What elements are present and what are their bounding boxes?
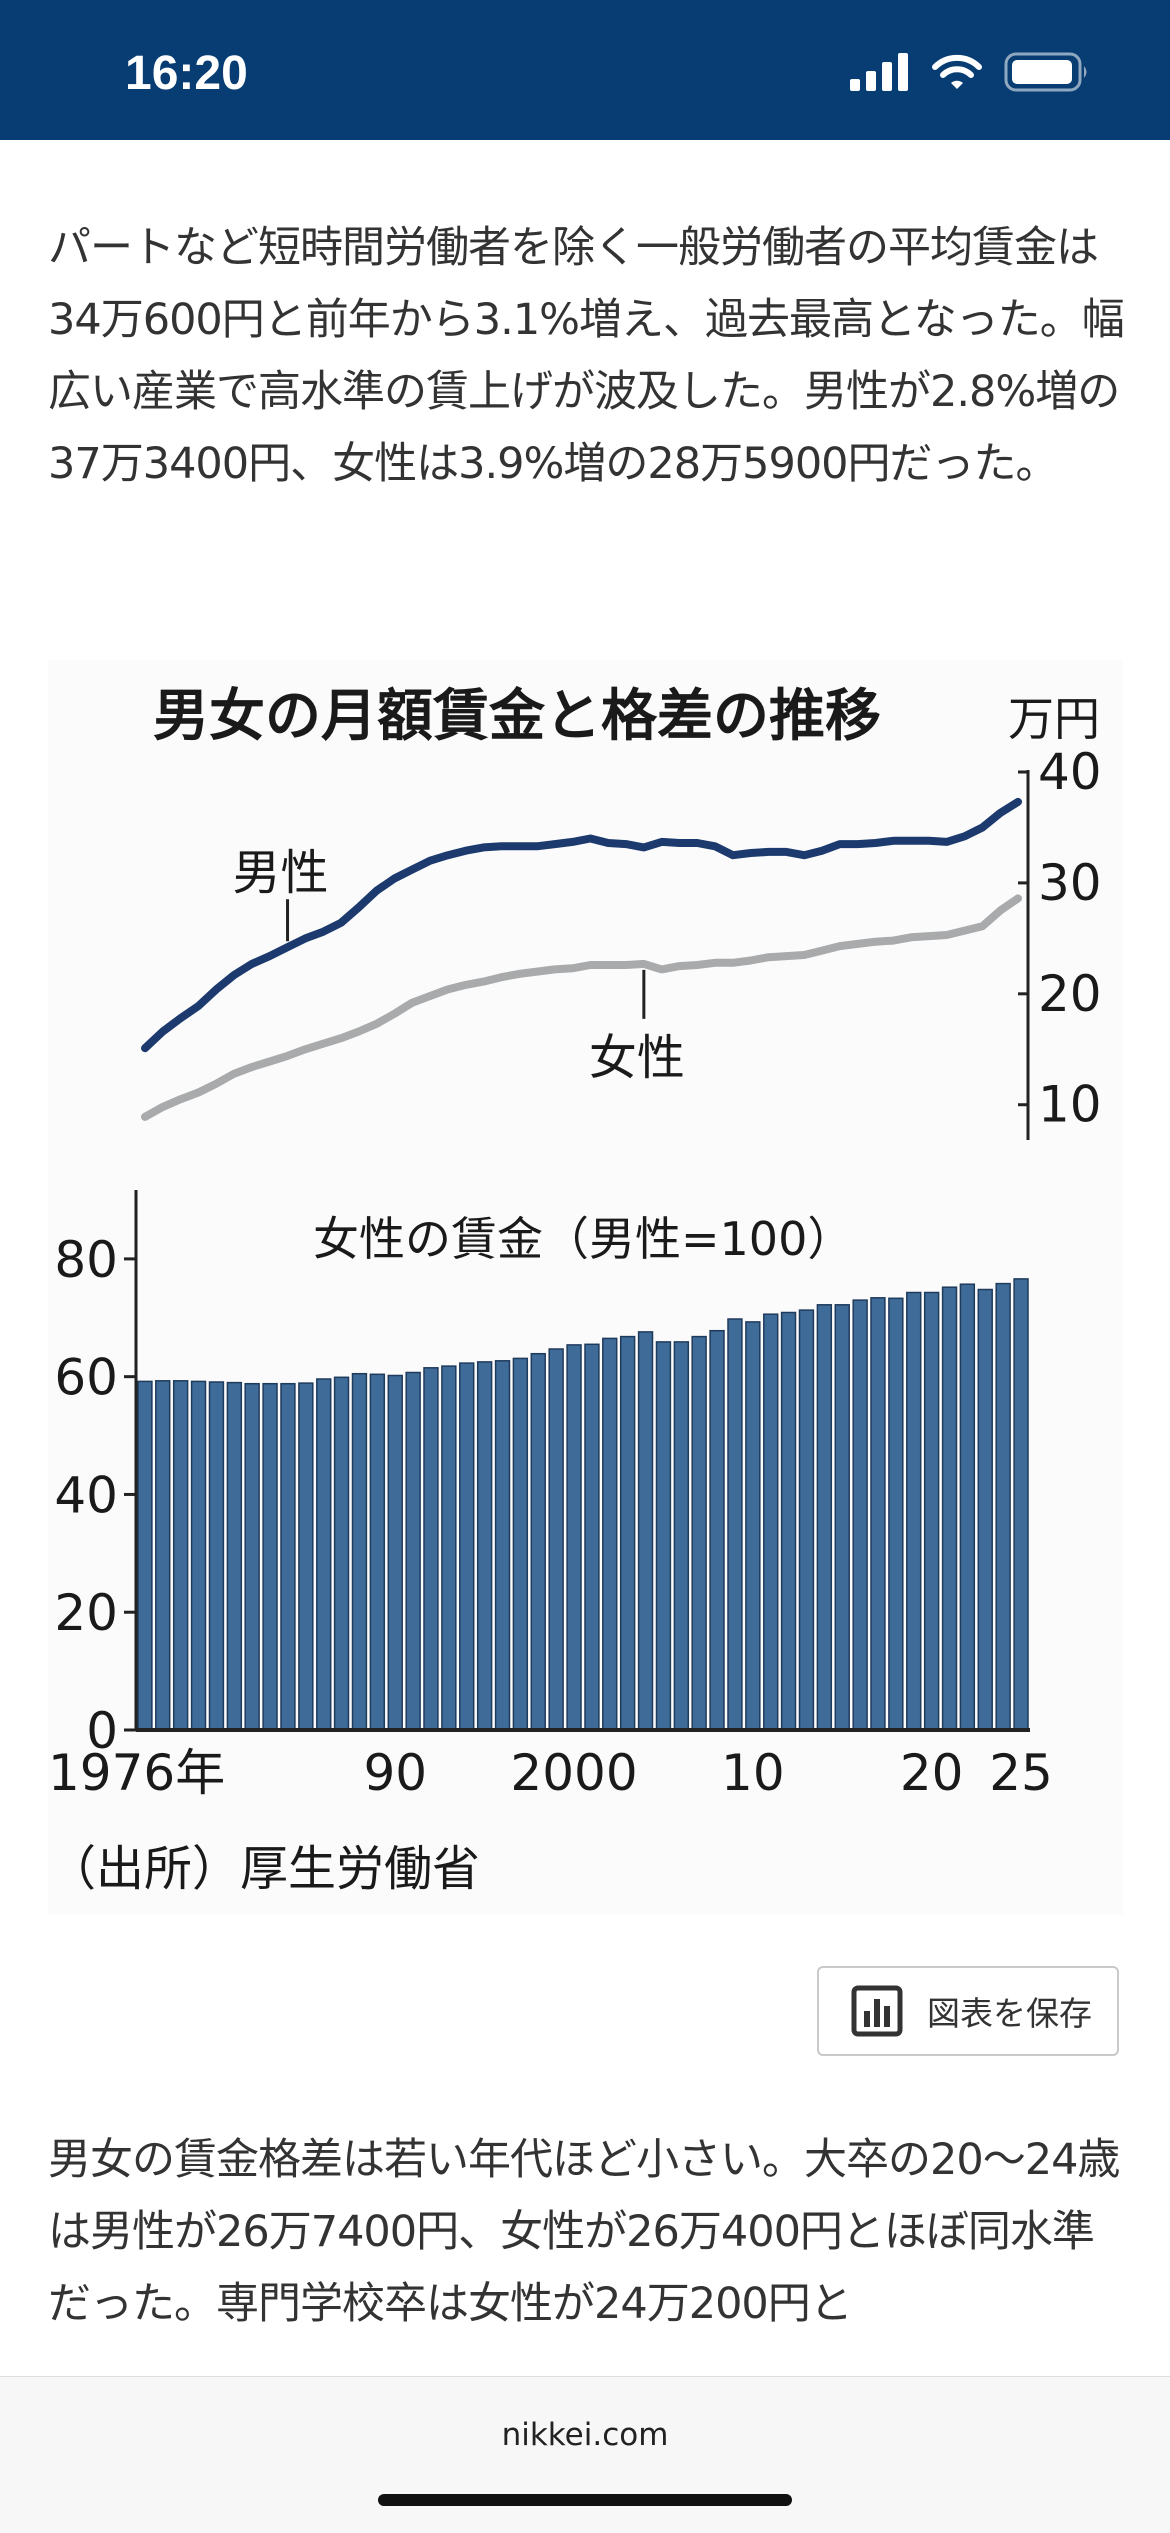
bar-1995	[476, 1361, 493, 1731]
bar-2018	[888, 1297, 904, 1731]
bar-1984	[280, 1382, 296, 1731]
bar-1991	[405, 1371, 421, 1731]
bar-chart-y-tick-label: 20	[54, 1584, 118, 1642]
bar-1977	[155, 1380, 171, 1731]
article-paragraph: パートなど短時間労働者を除く一般労働者の平均賃金は34万600円と前年から3.1…	[48, 223, 1125, 489]
bar-1990	[387, 1374, 403, 1731]
bar-1999	[548, 1348, 564, 1731]
bar-2021	[941, 1286, 958, 1731]
bar-2005	[655, 1341, 672, 1731]
bar-1983	[262, 1382, 278, 1731]
bar-1987	[333, 1376, 350, 1731]
bar-2004	[637, 1331, 654, 1731]
bar-chart: 0 20 40 60 80 1976年 90 2000 10 20 25	[48, 1190, 1053, 1802]
bar-2008	[709, 1329, 725, 1731]
bar-1986	[316, 1378, 332, 1731]
series-label-male: 男性	[233, 845, 329, 901]
bar-chart-title: 女性の賃金（男性=100）	[313, 1212, 853, 1266]
bar-1978	[172, 1380, 189, 1731]
article-paragraph-2: 男女の賃金格差は若い年代ほど小さい。大卒の20～24歳は男性が26万7400円、…	[48, 2135, 1120, 2329]
bar-2023	[977, 1288, 993, 1731]
line-chart-y-tick-label: 10	[1038, 1076, 1102, 1134]
bar-1982	[244, 1382, 260, 1731]
bar-1979	[190, 1380, 207, 1731]
bar-2009	[727, 1318, 743, 1731]
bar-2003	[619, 1335, 636, 1731]
bar-chart-y-tick-label: 80	[54, 1231, 118, 1289]
bar-2011	[763, 1313, 779, 1731]
line-chart-y-unit: 万円	[1008, 692, 1100, 746]
bar-1989	[369, 1373, 386, 1731]
bar-2020	[923, 1291, 940, 1731]
save-chart-button[interactable]: 図表を保存	[817, 1966, 1119, 2056]
bar-2025	[1013, 1278, 1029, 1731]
bar-2022	[959, 1283, 976, 1731]
bar-chart-x-tick-label: 25	[989, 1744, 1053, 1802]
bar-2000	[566, 1344, 582, 1731]
home-indicator[interactable]	[378, 2494, 792, 2506]
bar-2014	[816, 1304, 833, 1731]
bar-1997	[512, 1357, 529, 1731]
bar-2006	[673, 1341, 690, 1731]
bar-1976	[137, 1380, 153, 1731]
bar-2010	[745, 1321, 761, 1731]
bar-2015	[834, 1304, 850, 1731]
chart-title: 男女の月額賃金と格差の推移	[153, 684, 881, 749]
cellular-signal-icon	[850, 53, 908, 91]
save-chart-label: 図表を保存	[927, 1994, 1092, 2033]
bar-chart-x-tick-label: 1976年	[48, 1744, 225, 1802]
bar-2007	[691, 1335, 707, 1731]
bar-1981	[226, 1381, 243, 1731]
bar-1985	[298, 1382, 314, 1731]
chart-figure: 男女の月額賃金と格差の推移 万円 10 20 30 40 男性女性 女性の賃金（男性=1…	[48, 660, 1123, 1915]
bar-2012	[780, 1311, 797, 1731]
bar-chart-x-tick-label: 90	[363, 1744, 427, 1802]
bar-2001	[584, 1343, 600, 1731]
series-label-female: 女性	[589, 1030, 685, 1086]
line-chart-y-tick-label: 30	[1038, 854, 1102, 912]
bar-1988	[351, 1372, 368, 1731]
line-chart-y-tick-label: 40	[1038, 743, 1102, 801]
series-line-female	[141, 894, 1022, 1121]
line-chart-y-tick-label: 20	[1038, 965, 1102, 1023]
bar-chart-y-tick-label: 60	[54, 1349, 118, 1407]
site-url[interactable]: nikkei.com	[501, 2417, 669, 2453]
status-bar: 16:20	[0, 0, 1170, 140]
bar-1980	[208, 1381, 225, 1731]
bar-chart-y-tick-label: 0	[86, 1702, 118, 1760]
status-icons	[850, 52, 1090, 92]
bar-2019	[906, 1291, 922, 1731]
chart-source: （出所）厚生労働省	[48, 1841, 480, 1897]
bar-1992	[423, 1367, 439, 1731]
bar-2024	[995, 1282, 1011, 1731]
bar-2016	[852, 1299, 868, 1731]
wifi-icon	[932, 54, 982, 89]
bar-2002	[602, 1337, 618, 1731]
bar-2013	[798, 1309, 815, 1731]
bar-chart-x-tick-label: 10	[721, 1744, 785, 1802]
status-time: 16:20	[125, 47, 248, 100]
bar-2017	[870, 1297, 886, 1731]
bar-chart-icon	[851, 1985, 903, 2037]
series-line-male	[141, 797, 1022, 1053]
bar-chart-y-tick-label: 40	[54, 1466, 118, 1524]
browser-bottom-bar: nikkei.com	[0, 2376, 1170, 2533]
bar-1996	[494, 1360, 511, 1731]
bar-1994	[459, 1362, 475, 1731]
battery-icon	[1004, 52, 1087, 92]
bar-chart-x-tick-label: 2000	[510, 1744, 637, 1802]
bar-chart-x-tick-label: 20	[900, 1744, 964, 1802]
bar-1993	[441, 1365, 457, 1731]
bar-1998	[530, 1352, 546, 1731]
